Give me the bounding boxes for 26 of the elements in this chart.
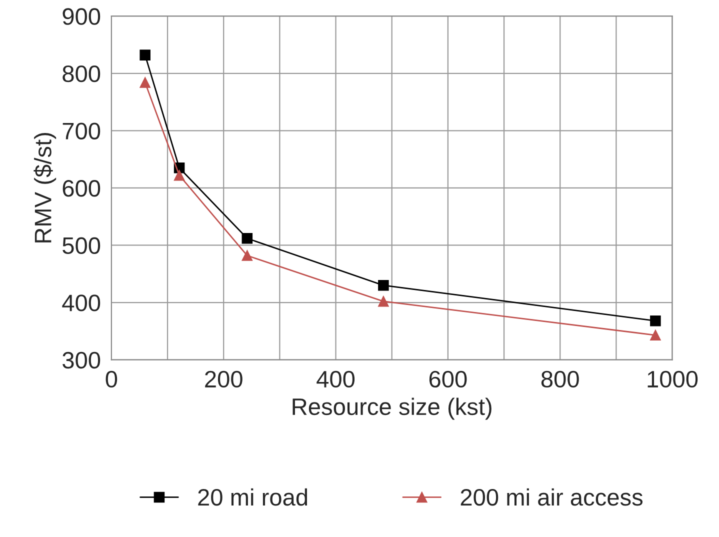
point [174, 170, 185, 181]
y-tick-label: 600 [62, 180, 100, 197]
y-tick-label: 300 [62, 352, 100, 369]
point [650, 330, 661, 341]
point [242, 250, 253, 261]
point [650, 315, 661, 326]
legend-label: 200 mi air access [460, 488, 643, 506]
point [378, 280, 389, 291]
y-axis-title: RMV ($/st) [34, 133, 56, 242]
y-tick-label: 900 [62, 8, 100, 25]
x-tick-label: 1000 [648, 370, 698, 388]
point [140, 77, 150, 88]
point [242, 232, 253, 244]
y-tick-label: 700 [62, 122, 100, 140]
x-tick-label: 0 [106, 370, 118, 388]
point [140, 50, 150, 60]
x-tick-label: 200 [205, 370, 242, 388]
x-tick-label: 800 [541, 370, 579, 388]
legend-label: 20 mi road [198, 488, 308, 506]
y-tick-label: 800 [62, 65, 100, 82]
y-tick-label: 400 [62, 294, 100, 312]
x-tick-label: 600 [429, 370, 467, 388]
x-axis-title: Resource size (kst) [292, 398, 492, 420]
x-tick-label: 400 [316, 370, 355, 388]
point [378, 296, 389, 307]
y-tick-label: 500 [62, 237, 100, 254]
